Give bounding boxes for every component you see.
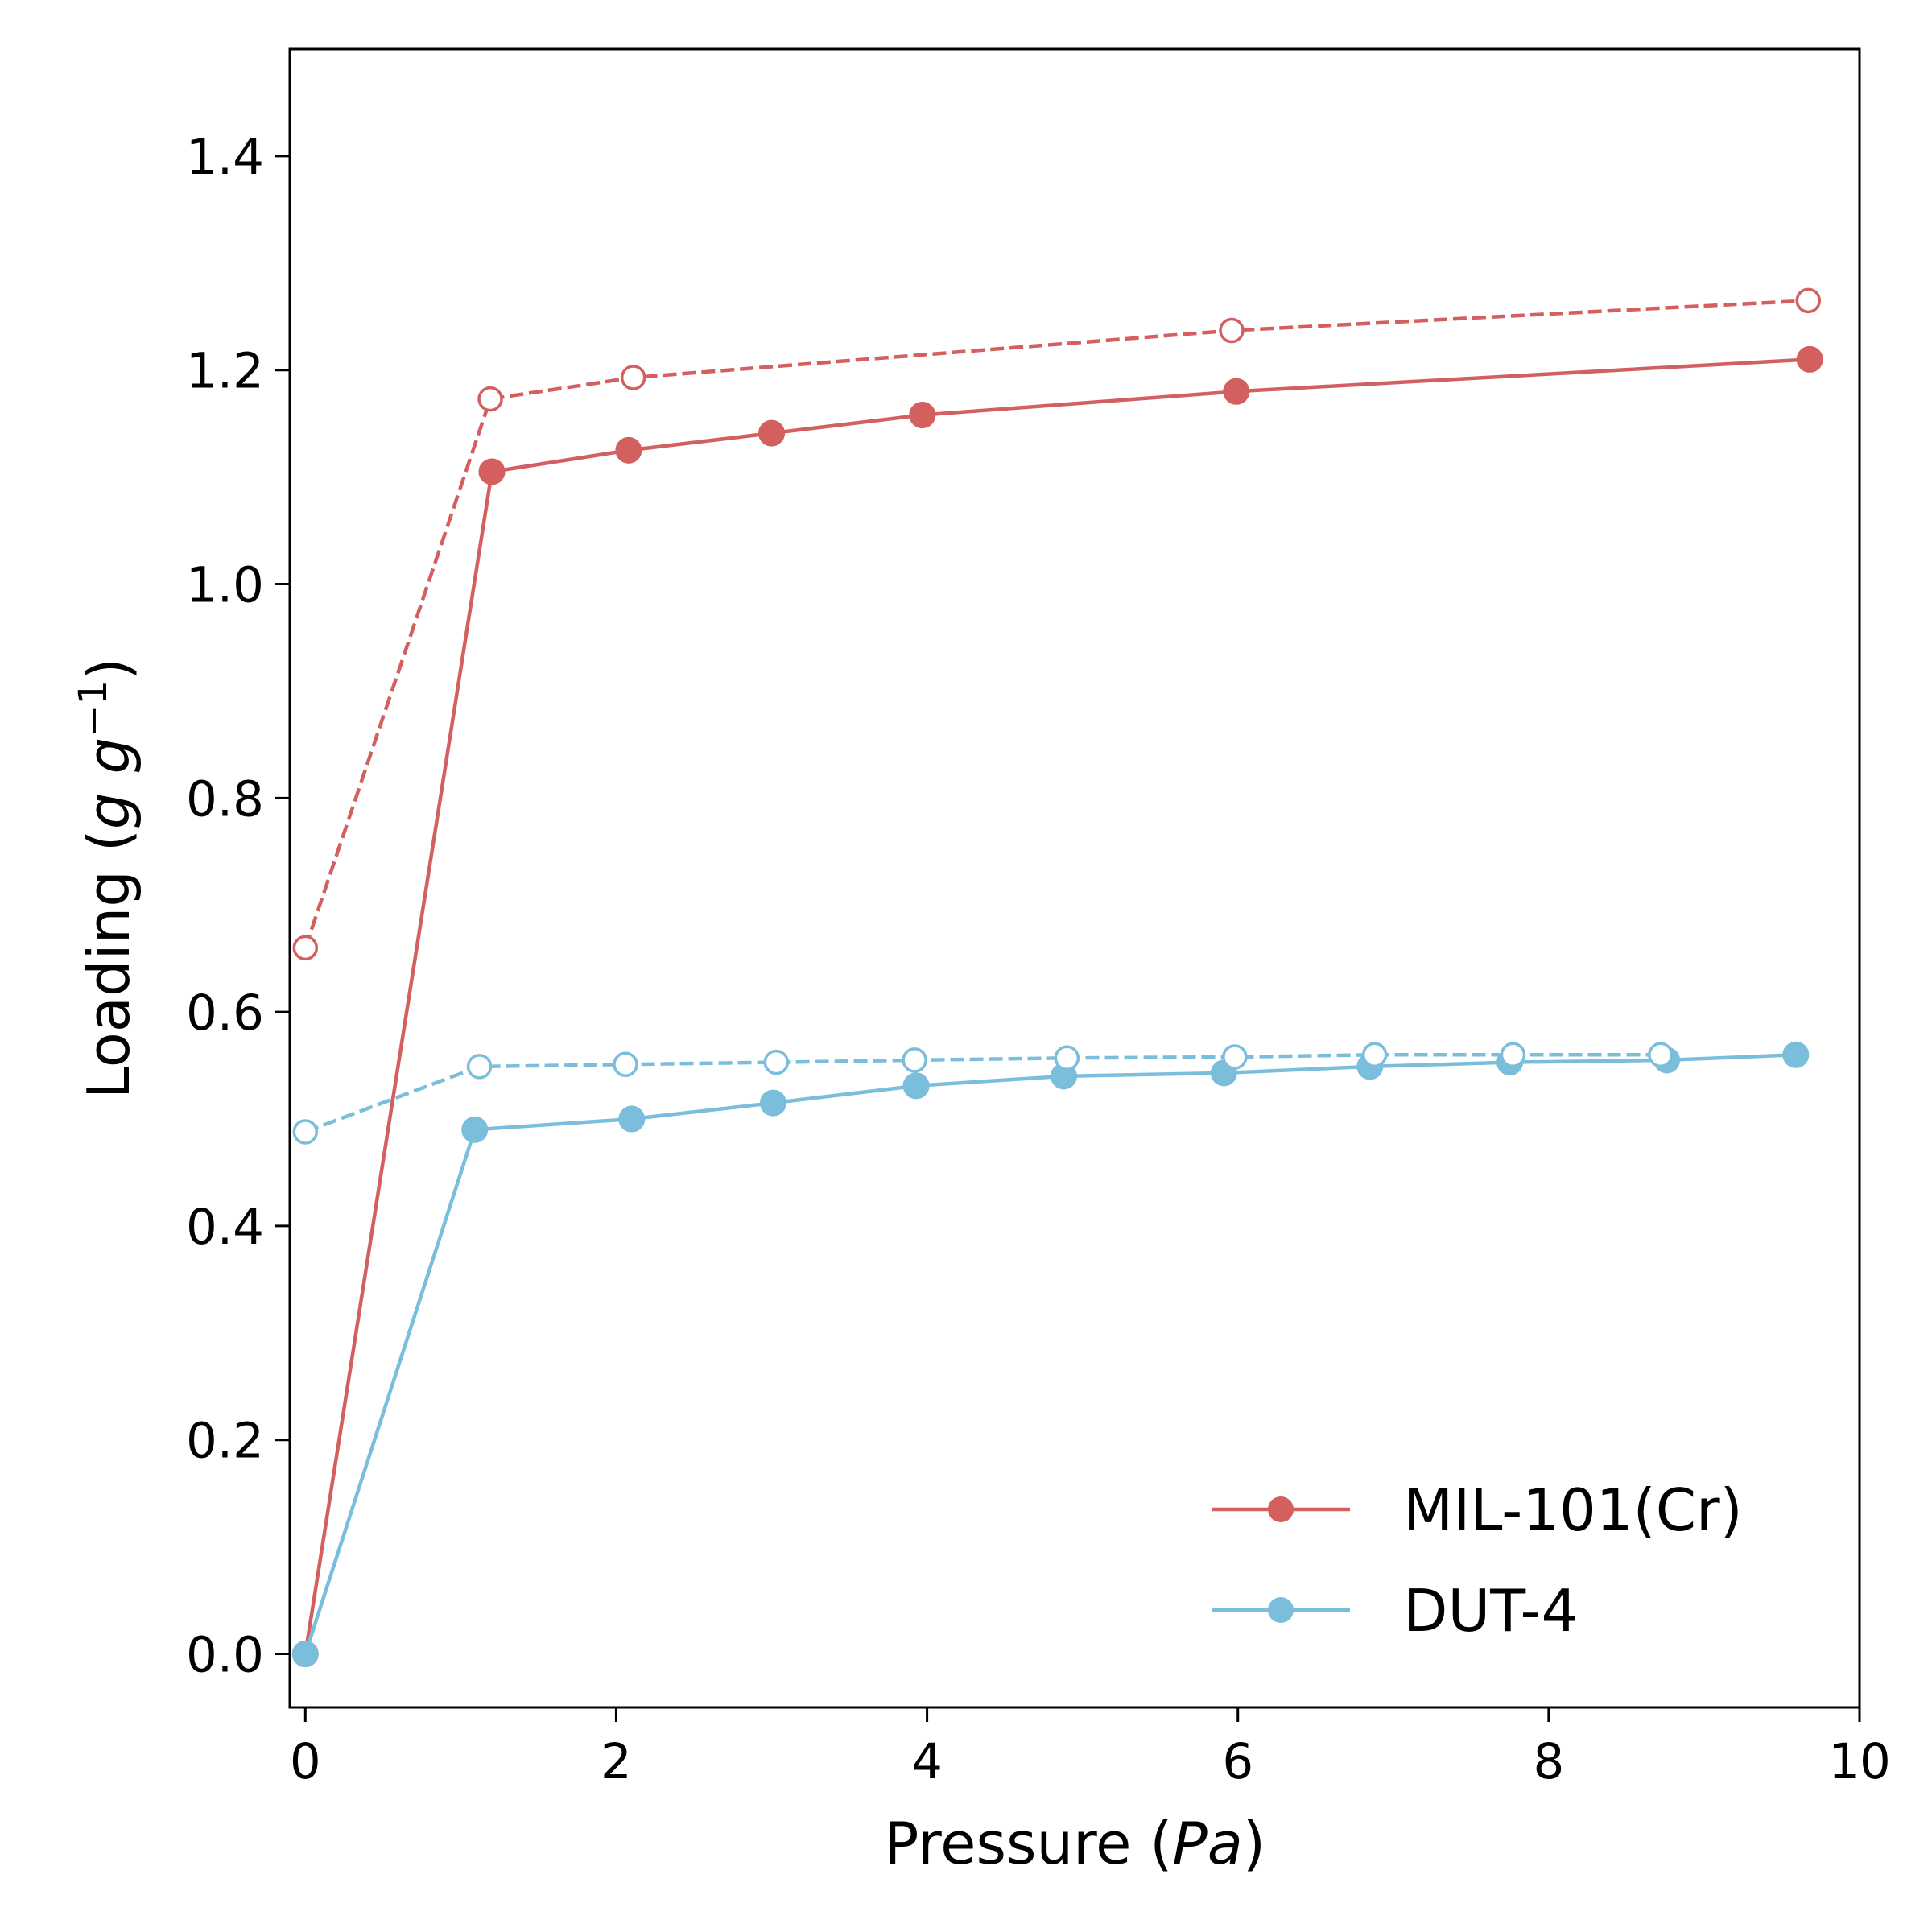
data-point-dut-4-desorption <box>292 1119 319 1145</box>
legend-label-mil-101: MIL-101(Cr) <box>1403 1476 1743 1544</box>
y-tick-label: 0.4 <box>186 1199 264 1256</box>
data-point-mil-101-cr-adsorption <box>1796 345 1823 373</box>
data-point-dut-4-desorption <box>466 1054 493 1080</box>
data-point-dut-4-adsorption <box>291 1641 319 1668</box>
plot-frame <box>288 47 1861 1709</box>
data-point-dut-4-adsorption <box>759 1089 786 1117</box>
x-axis: 0 2 4 6 8 10 <box>290 1707 1891 1790</box>
y-tick-label: 0.2 <box>186 1413 264 1470</box>
x-axis-label-main: Pressure ( <box>884 1810 1172 1877</box>
y-axis-label-unit: g g <box>75 737 142 829</box>
x-tick-label: 10 <box>1828 1733 1891 1790</box>
x-tick-label: 2 <box>601 1733 632 1790</box>
data-point-mil-101-cr-adsorption <box>1223 378 1250 405</box>
data-point-mil-101-cr-adsorption <box>758 419 786 447</box>
data-point-dut-4-desorption <box>1222 1044 1248 1070</box>
y-tick-label: 1.0 <box>186 557 264 614</box>
data-point-dut-4-desorption <box>1648 1042 1674 1068</box>
data-point-dut-4-adsorption <box>902 1072 930 1100</box>
x-axis-label: Pressure (Pa) <box>884 1810 1265 1877</box>
data-point-mil-101-cr-desorption <box>1795 287 1822 314</box>
legend: MIL-101(Cr) DUT-4 <box>1212 1476 1743 1645</box>
data-point-mil-101-cr-desorption <box>1219 317 1245 344</box>
data-point-dut-4-desorption <box>763 1049 790 1075</box>
y-axis-label-main: Loading ( <box>75 829 142 1099</box>
data-point-mil-101-cr-adsorption <box>478 458 506 485</box>
data-point-dut-4-adsorption <box>461 1116 489 1143</box>
series-line-dut-4-desorption <box>304 1053 1661 1134</box>
y-tick-label: 0.8 <box>186 770 264 828</box>
series-layer <box>291 287 1823 1668</box>
y-axis-label-close: ) <box>75 658 142 680</box>
data-point-dut-4-desorption <box>1500 1042 1526 1068</box>
y-tick-label: 0.6 <box>186 985 264 1042</box>
y-axis-label: Loading (g g−1) <box>71 658 142 1099</box>
data-point-mil-101-cr-desorption <box>477 386 503 412</box>
y-tick-label: 0.0 <box>186 1627 264 1684</box>
legend-label-dut-4: DUT-4 <box>1403 1577 1578 1645</box>
data-point-mil-101-cr-desorption <box>620 365 646 390</box>
data-point-dut-4-adsorption <box>618 1105 646 1133</box>
x-tick-label: 6 <box>1222 1733 1253 1790</box>
x-tick-label: 0 <box>290 1733 321 1790</box>
x-axis-label-close: ) <box>1243 1810 1265 1877</box>
legend-marker-mil-101 <box>1268 1496 1294 1522</box>
data-point-mil-101-cr-adsorption <box>615 436 642 464</box>
data-point-dut-4-desorption <box>1054 1045 1080 1071</box>
y-tick-label: 1.4 <box>186 129 264 186</box>
data-point-mil-101-cr-adsorption <box>909 402 936 429</box>
x-axis-label-unit: Pa <box>1172 1810 1243 1877</box>
legend-marker-dut-4 <box>1268 1597 1294 1623</box>
data-point-dut-4-desorption <box>902 1047 927 1073</box>
x-tick-label: 8 <box>1533 1733 1564 1790</box>
x-tick-label: 4 <box>911 1733 943 1790</box>
y-tick-label: 1.2 <box>186 343 264 400</box>
y-axis-label-exponent: −1 <box>71 680 116 737</box>
data-point-mil-101-cr-desorption <box>292 935 319 961</box>
data-point-dut-4-adsorption <box>1782 1041 1810 1068</box>
data-point-dut-4-desorption <box>1361 1042 1388 1068</box>
y-axis: 0.0 0.2 0.4 0.6 0.8 1.0 1.2 1.4 <box>186 129 290 1684</box>
data-point-dut-4-desorption <box>613 1051 638 1078</box>
